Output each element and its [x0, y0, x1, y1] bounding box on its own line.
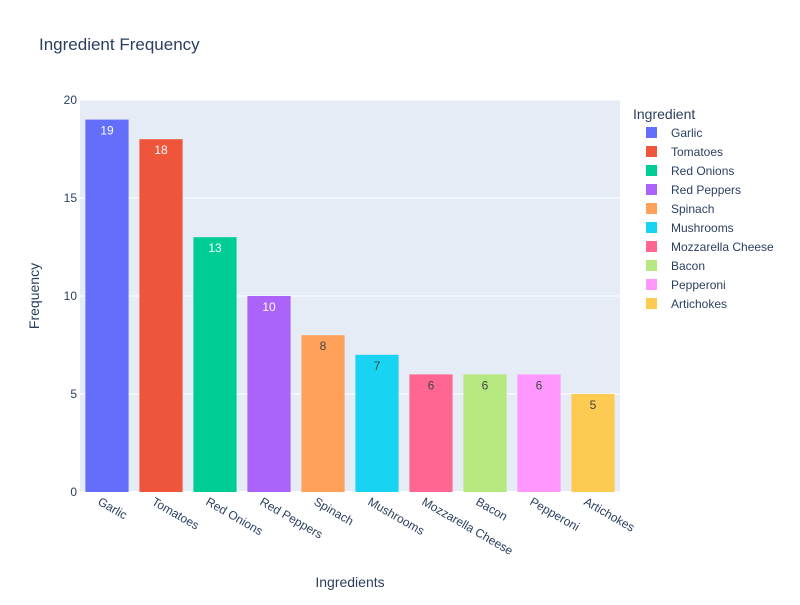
bar-value-label-red-onions: 13	[208, 241, 222, 255]
legend-label-garlic: Garlic	[671, 126, 702, 140]
legend-item-mushrooms[interactable]: Mushrooms	[646, 221, 734, 235]
legend-item-artichokes[interactable]: Artichokes	[646, 297, 727, 311]
bar-value-label-artichokes: 5	[590, 398, 597, 412]
bar-pepperoni[interactable]	[517, 374, 561, 492]
legend-label-red-onions: Red Onions	[671, 164, 734, 178]
legend-item-red-peppers[interactable]: Red Peppers	[646, 183, 741, 197]
legend-item-red-onions[interactable]: Red Onions	[646, 164, 734, 178]
x-tick-label-mozzarella-cheese: Mozzarella Cheese	[420, 494, 516, 558]
bar-tomatoes[interactable]	[139, 139, 183, 492]
legend-label-tomatoes: Tomatoes	[671, 145, 723, 159]
chart-title: Ingredient Frequency	[39, 35, 200, 54]
legend-swatch-red-peppers	[646, 184, 657, 195]
bar-mozzarella-cheese[interactable]	[409, 374, 453, 492]
x-tick-label-bacon: Bacon	[474, 494, 510, 523]
legend-label-artichokes: Artichokes	[671, 297, 727, 311]
bars	[85, 119, 615, 492]
bar-data-labels: 19 18 13 10 8 7 6 6 6 5	[100, 124, 596, 412]
bar-value-label-mushrooms: 7	[374, 359, 381, 373]
legend-items: Garlic Tomatoes Red Onions Red Peppers Spina…	[646, 126, 774, 311]
x-tick-label-pepperoni: Pepperoni	[528, 494, 582, 533]
bar-red-onions[interactable]	[193, 237, 237, 492]
legend-item-mozzarella-cheese[interactable]: Mozzarella Cheese	[646, 240, 774, 254]
legend-swatch-pepperoni	[646, 279, 657, 290]
y-axis-title: Frequency	[26, 263, 42, 329]
bar-mushrooms[interactable]	[355, 354, 399, 492]
legend-label-mozzarella-cheese: Mozzarella Cheese	[671, 240, 774, 254]
legend-item-pepperoni[interactable]: Pepperoni	[646, 278, 726, 292]
bar-spinach[interactable]	[301, 335, 345, 492]
legend-label-red-peppers: Red Peppers	[671, 183, 741, 197]
legend-title: Ingredient	[633, 106, 695, 122]
legend-label-spinach: Spinach	[671, 202, 714, 216]
bar-value-label-spinach: 8	[320, 339, 327, 353]
x-tick-label-red-onions: Red Onions	[204, 494, 266, 538]
legend-item-spinach[interactable]: Spinach	[646, 202, 714, 216]
y-tick-label-10: 10	[64, 289, 78, 303]
bar-value-label-red-peppers: 10	[262, 300, 276, 314]
bar-value-label-bacon: 6	[482, 378, 489, 392]
legend: Ingredient Garlic Tomatoes Red Onions Red P…	[633, 106, 774, 311]
legend-swatch-red-onions	[646, 165, 657, 176]
y-tick-label-0: 0	[70, 485, 77, 499]
bar-value-label-tomatoes: 18	[154, 143, 168, 157]
bar-value-label-pepperoni: 6	[536, 378, 543, 392]
x-axis-title: Ingredients	[315, 574, 384, 590]
legend-swatch-bacon	[646, 260, 657, 271]
legend-swatch-spinach	[646, 203, 657, 214]
legend-swatch-artichokes	[646, 298, 657, 309]
legend-label-pepperoni: Pepperoni	[671, 278, 726, 292]
y-tick-label-15: 15	[64, 191, 78, 205]
legend-swatch-mushrooms	[646, 222, 657, 233]
bar-bacon[interactable]	[463, 374, 507, 492]
y-axis-ticks: 0 5 10 15 20	[64, 93, 78, 499]
legend-swatch-mozzarella-cheese	[646, 241, 657, 252]
legend-label-mushrooms: Mushrooms	[671, 221, 734, 235]
bar-red-peppers[interactable]	[247, 296, 291, 492]
x-tick-label-spinach: Spinach	[312, 494, 357, 528]
x-tick-label-artichokes: Artichokes	[582, 494, 638, 534]
bar-value-label-garlic: 19	[100, 124, 114, 138]
y-tick-label-5: 5	[70, 387, 77, 401]
legend-swatch-garlic	[646, 127, 657, 138]
bar-garlic[interactable]	[85, 119, 129, 492]
x-tick-label-tomatoes: Tomatoes	[150, 494, 202, 532]
bar-artichokes[interactable]	[571, 394, 615, 492]
legend-swatch-tomatoes	[646, 146, 657, 157]
y-tick-label-20: 20	[64, 93, 78, 107]
legend-label-bacon: Bacon	[671, 259, 705, 273]
legend-item-garlic[interactable]: Garlic	[646, 126, 702, 140]
legend-item-bacon[interactable]: Bacon	[646, 259, 705, 273]
bar-value-label-mozzarella-cheese: 6	[428, 378, 435, 392]
legend-item-tomatoes[interactable]: Tomatoes	[646, 145, 723, 159]
x-tick-label-mushrooms: Mushrooms	[366, 494, 427, 537]
x-tick-label-garlic: Garlic	[96, 494, 130, 522]
